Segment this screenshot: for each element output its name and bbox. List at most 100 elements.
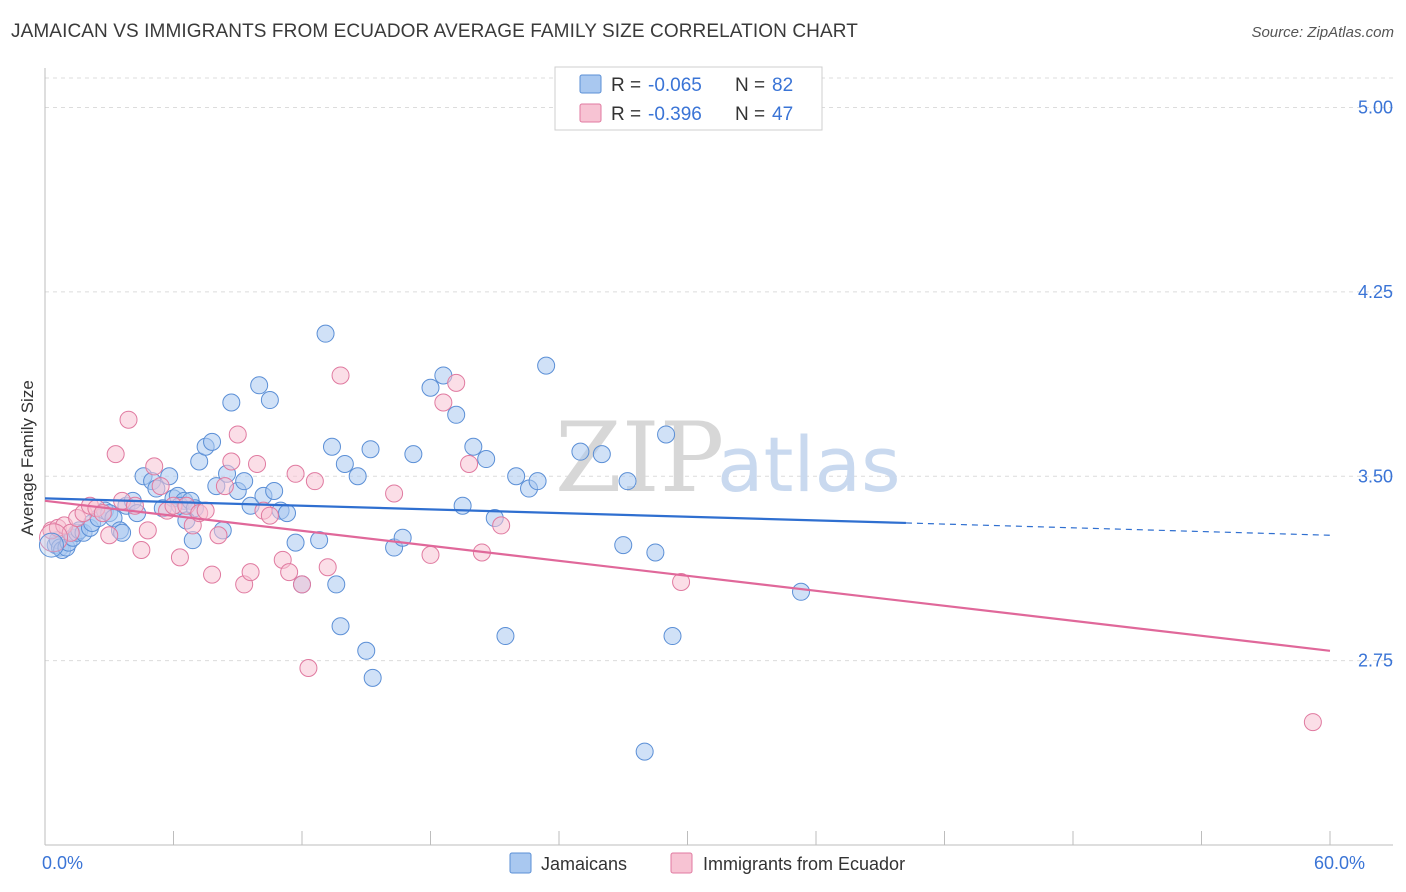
point-ecuador bbox=[318, 558, 337, 577]
point-ecuador bbox=[1303, 713, 1322, 732]
point-ecuador bbox=[222, 452, 241, 471]
stats-n-label: N = bbox=[735, 75, 765, 96]
point-jamaicans bbox=[310, 531, 329, 550]
y-tick-label: 5.00 bbox=[1358, 98, 1393, 118]
point-jamaicans bbox=[335, 454, 354, 473]
point-ecuador bbox=[209, 526, 228, 545]
point-jamaicans bbox=[316, 324, 335, 343]
stats-r-label: R = bbox=[611, 104, 641, 125]
point-ecuador bbox=[421, 545, 440, 564]
point-ecuador bbox=[145, 457, 164, 476]
legend-label-ecuador: Immigrants from Ecuador bbox=[703, 854, 905, 874]
point-jamaicans bbox=[646, 543, 665, 562]
stats-r-value: -0.065 bbox=[648, 75, 702, 96]
point-jamaicans bbox=[203, 432, 222, 451]
legend: Jamaicans Immigrants from Ecuador bbox=[509, 852, 905, 874]
point-ecuador bbox=[170, 548, 189, 567]
point-jamaicans bbox=[265, 482, 284, 500]
stats-n-value: 47 bbox=[772, 104, 793, 125]
point-jamaicans bbox=[357, 641, 376, 660]
point-jamaicans bbox=[361, 440, 380, 459]
point-jamaicans bbox=[260, 391, 279, 410]
legend-label-jamaicans: Jamaicans bbox=[541, 854, 627, 874]
point-jamaicans bbox=[250, 376, 269, 395]
y-tick-label: 4.25 bbox=[1358, 282, 1393, 302]
stats-box: R = -0.065 N = 82 R = -0.396 N = 47 bbox=[554, 66, 823, 131]
point-ecuador bbox=[293, 575, 311, 594]
point-ecuador bbox=[447, 373, 466, 392]
point-jamaicans bbox=[507, 467, 526, 486]
point-jamaicans bbox=[322, 437, 341, 456]
point-jamaicans bbox=[404, 445, 423, 464]
stats-row-jamaicans: R = -0.065 N = 82 bbox=[579, 74, 793, 96]
point-ecuador bbox=[39, 523, 69, 553]
axes: 5.00 4.25 3.50 2.75 0.0% 60.0% bbox=[42, 68, 1393, 873]
legend-swatch-ecuador bbox=[670, 852, 693, 874]
point-jamaicans bbox=[363, 668, 382, 687]
stats-swatch-jamaicans bbox=[579, 74, 602, 94]
point-jamaicans bbox=[235, 472, 254, 491]
point-ecuador bbox=[434, 393, 453, 412]
stats-r-value: -0.396 bbox=[648, 104, 702, 125]
legend-swatch-jamaicans bbox=[509, 852, 532, 874]
point-jamaicans bbox=[592, 445, 611, 464]
point-jamaicans bbox=[571, 442, 590, 461]
point-ecuador bbox=[385, 484, 404, 503]
point-ecuador bbox=[280, 563, 299, 582]
trend-line-jamaicans-extension bbox=[905, 522, 1331, 536]
point-ecuador bbox=[672, 572, 691, 591]
point-jamaicans bbox=[331, 617, 350, 636]
chart-title: JAMAICAN VS IMMIGRANTS FROM ECUADOR AVER… bbox=[11, 21, 858, 42]
point-jamaicans bbox=[447, 405, 466, 424]
point-jamaicans bbox=[618, 472, 637, 491]
trend-line-ecuador bbox=[44, 499, 1331, 652]
legend-item-jamaicans[interactable]: Jamaicans bbox=[509, 852, 627, 874]
point-ecuador bbox=[305, 472, 324, 491]
point-jamaicans bbox=[528, 472, 547, 491]
point-ecuador bbox=[248, 454, 267, 473]
point-jamaicans bbox=[477, 450, 496, 469]
point-ecuador bbox=[260, 506, 279, 525]
data-points bbox=[38, 324, 1322, 761]
point-ecuador bbox=[100, 526, 119, 545]
point-jamaicans bbox=[348, 467, 367, 486]
point-ecuador bbox=[241, 563, 260, 582]
y-tick-label: 3.50 bbox=[1358, 466, 1393, 486]
point-jamaicans bbox=[663, 627, 682, 646]
point-jamaicans bbox=[286, 533, 305, 552]
stats-r-label: R = bbox=[611, 75, 641, 96]
trend-lines bbox=[44, 497, 1331, 652]
point-jamaicans bbox=[222, 393, 241, 412]
stats-n-value: 82 bbox=[772, 75, 793, 96]
point-jamaicans bbox=[537, 356, 556, 375]
trend-line-jamaicans bbox=[44, 497, 906, 525]
point-ecuador bbox=[138, 521, 157, 540]
point-jamaicans bbox=[635, 742, 654, 761]
point-ecuador bbox=[331, 366, 350, 385]
y-tick-label: 2.75 bbox=[1358, 651, 1393, 671]
stats-swatch-ecuador bbox=[579, 103, 602, 123]
point-ecuador bbox=[460, 454, 479, 473]
watermark: ZIP atlas bbox=[555, 402, 901, 514]
point-jamaicans bbox=[496, 627, 515, 646]
point-ecuador bbox=[492, 516, 511, 535]
point-jamaicans bbox=[278, 504, 297, 523]
point-jamaicans bbox=[38, 532, 64, 558]
stats-row-ecuador: R = -0.396 N = 47 bbox=[579, 103, 793, 125]
point-ecuador bbox=[196, 501, 215, 520]
point-jamaicans bbox=[792, 582, 811, 601]
point-jamaicans bbox=[657, 425, 676, 444]
point-ecuador bbox=[215, 477, 234, 496]
point-ecuador bbox=[106, 445, 125, 464]
point-ecuador bbox=[286, 464, 305, 483]
legend-item-ecuador[interactable]: Immigrants from Ecuador bbox=[670, 852, 905, 874]
chart-source: Source: ZipAtlas.com bbox=[1251, 24, 1394, 41]
stats-n-label: N = bbox=[735, 104, 765, 125]
point-ecuador bbox=[151, 477, 170, 496]
point-jamaicans bbox=[614, 536, 633, 555]
point-jamaicans bbox=[421, 378, 440, 397]
point-jamaicans bbox=[464, 437, 483, 456]
point-jamaicans bbox=[453, 496, 472, 515]
point-ecuador bbox=[203, 565, 222, 584]
